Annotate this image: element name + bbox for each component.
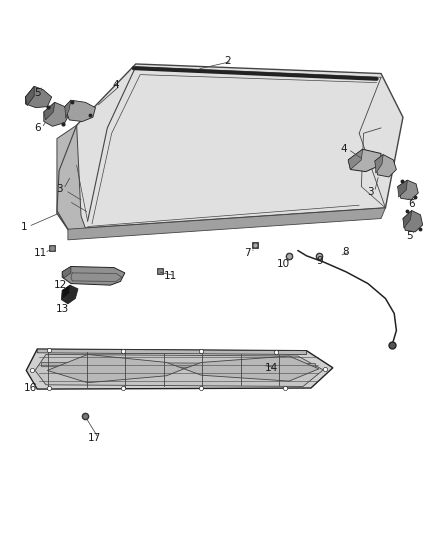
Polygon shape xyxy=(44,102,55,120)
Text: 12: 12 xyxy=(54,280,67,290)
Polygon shape xyxy=(35,354,323,386)
Text: 3: 3 xyxy=(367,187,374,197)
Polygon shape xyxy=(42,362,315,368)
Polygon shape xyxy=(375,155,383,173)
Text: 17: 17 xyxy=(88,433,101,443)
Text: 13: 13 xyxy=(56,304,69,314)
Polygon shape xyxy=(184,356,319,381)
Polygon shape xyxy=(403,211,423,232)
Polygon shape xyxy=(62,285,70,298)
Polygon shape xyxy=(348,149,363,169)
Polygon shape xyxy=(61,285,78,304)
Text: 10: 10 xyxy=(277,259,290,269)
Text: 14: 14 xyxy=(265,363,278,373)
Text: 5: 5 xyxy=(406,231,413,240)
Polygon shape xyxy=(375,155,396,177)
Text: 4: 4 xyxy=(113,80,120,90)
Polygon shape xyxy=(37,349,307,354)
Polygon shape xyxy=(348,149,381,172)
Polygon shape xyxy=(57,64,403,229)
Polygon shape xyxy=(26,349,333,389)
Polygon shape xyxy=(47,354,184,383)
Polygon shape xyxy=(25,86,34,106)
Polygon shape xyxy=(57,125,88,235)
Polygon shape xyxy=(62,266,71,278)
Polygon shape xyxy=(25,86,52,108)
Text: 16: 16 xyxy=(24,383,37,393)
Polygon shape xyxy=(68,208,385,240)
Text: 9: 9 xyxy=(316,256,323,266)
Text: 6: 6 xyxy=(408,199,415,208)
Polygon shape xyxy=(65,100,95,122)
Text: 5: 5 xyxy=(34,88,41,98)
Text: 3: 3 xyxy=(56,184,63,194)
Polygon shape xyxy=(398,180,418,200)
Polygon shape xyxy=(62,266,125,285)
Text: 1: 1 xyxy=(21,222,28,231)
Text: 6: 6 xyxy=(34,123,41,133)
Polygon shape xyxy=(398,180,407,197)
Text: 2: 2 xyxy=(224,56,231,66)
Polygon shape xyxy=(65,100,71,118)
Polygon shape xyxy=(44,102,69,126)
Text: 11: 11 xyxy=(34,248,47,258)
Text: 4: 4 xyxy=(340,144,347,154)
Text: 8: 8 xyxy=(343,247,350,256)
Polygon shape xyxy=(403,211,412,228)
Text: 7: 7 xyxy=(244,248,251,258)
Text: 11: 11 xyxy=(164,271,177,280)
